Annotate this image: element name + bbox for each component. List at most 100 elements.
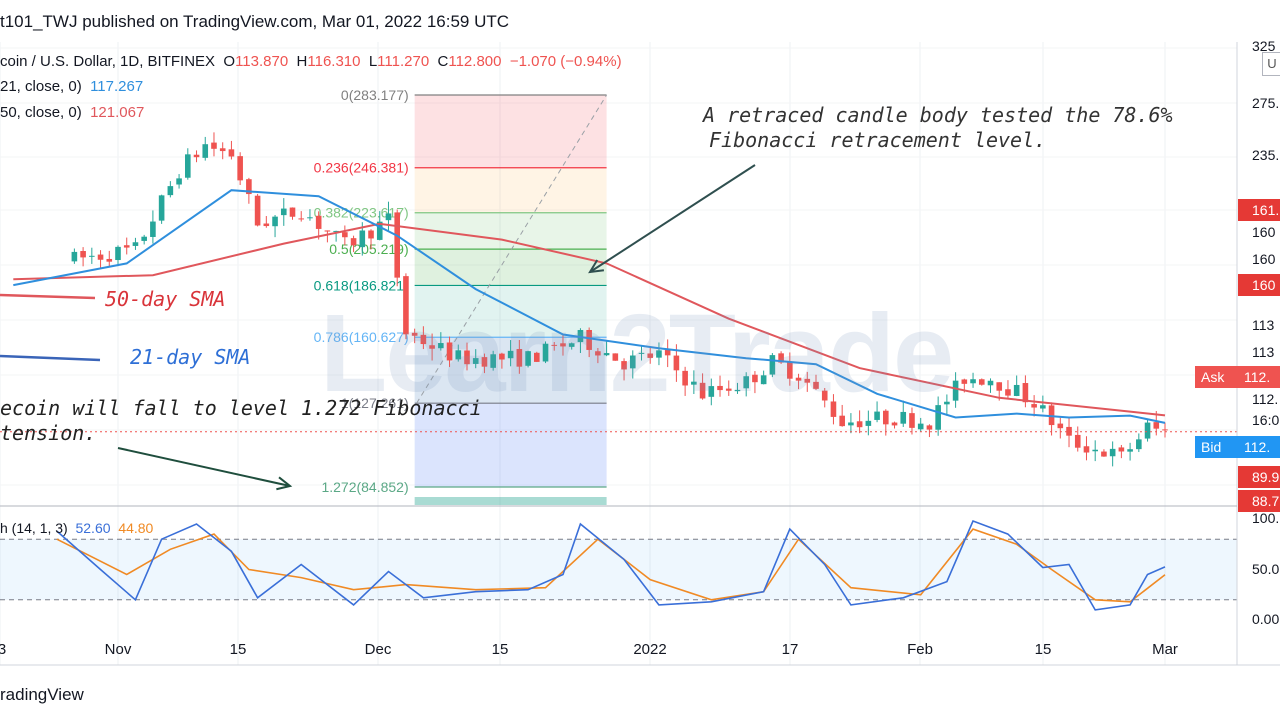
sma21-params: 21, close, 0) xyxy=(0,78,82,95)
candle-body xyxy=(167,186,174,196)
candle-body xyxy=(525,351,531,366)
candle-body xyxy=(158,195,165,221)
time-axis-label: 3 xyxy=(0,641,7,658)
time-axis-label: Feb xyxy=(907,641,933,658)
candle-body xyxy=(760,375,767,385)
candle-body xyxy=(778,353,784,363)
open-value: 113.870 xyxy=(235,53,289,70)
candle-body xyxy=(900,411,907,424)
arrow-to-786-head xyxy=(588,259,605,274)
sma50-value: 121.067 xyxy=(90,104,145,121)
fib-level-label: 0.382(223.617) xyxy=(314,205,409,221)
fib-level-label: 1(127.261) xyxy=(341,395,409,411)
watermark-logo: Learn2Trade xyxy=(320,292,954,415)
fib-level-label: 0.618(186.821) xyxy=(314,277,409,293)
candle-body xyxy=(1162,429,1168,431)
candle-body xyxy=(970,379,976,384)
bid-price-tag: 112. xyxy=(1238,436,1280,458)
candle-body xyxy=(1066,426,1072,436)
candle-body xyxy=(883,410,889,425)
candle-body xyxy=(603,353,610,356)
price-axis-label: 113 xyxy=(1252,317,1275,333)
candle-body xyxy=(560,343,566,347)
candle-body xyxy=(254,195,261,226)
fib-level-label: 0.5(205.219) xyxy=(329,241,408,257)
candle-body xyxy=(708,386,715,397)
scale-mode-button[interactable]: U xyxy=(1262,52,1280,76)
annotation-retrace-line1: A retraced candle body tested the 78.6% xyxy=(703,103,1173,127)
sma21-label: 21-day SMA xyxy=(130,345,251,369)
candle-body xyxy=(298,218,305,220)
change-value: −1.070 (−0.94%) xyxy=(509,53,622,70)
time-axis-label: 15 xyxy=(491,641,509,658)
sma21-line xyxy=(13,189,1166,424)
fib-bottom-band xyxy=(414,497,607,505)
candle-body xyxy=(952,380,959,401)
candle-body xyxy=(725,388,732,391)
candle-body xyxy=(804,378,811,383)
sma21-legend[interactable]: 21, close, 0) 117.267 xyxy=(0,78,143,95)
price-axis-label: 88.7 xyxy=(1238,490,1280,512)
candle-body xyxy=(307,217,313,219)
fib-zone xyxy=(414,212,607,250)
candle-body xyxy=(490,354,496,368)
candle-body xyxy=(743,376,749,389)
ask-tag: Ask xyxy=(1195,366,1241,388)
candle-body xyxy=(481,357,488,367)
symbol-name: coin / U.S. Dollar, 1D, BITFINEX xyxy=(0,53,216,70)
stoch-d-value: 44.80 xyxy=(118,520,154,536)
stoch-axis-label: 100. xyxy=(1252,510,1280,526)
candle-body xyxy=(123,245,130,248)
arrow-to-1272-head xyxy=(276,476,293,491)
sma50-legend[interactable]: 50, close, 0) 121.067 xyxy=(0,104,144,121)
candle-body xyxy=(202,144,209,158)
candle-body xyxy=(446,342,453,361)
sma21-key xyxy=(0,354,101,362)
candle-body xyxy=(1092,449,1098,452)
high-value: 116.310 xyxy=(307,53,361,70)
annotation-arrows xyxy=(117,164,756,491)
candle-body xyxy=(682,370,688,386)
price-axis-label: 160 xyxy=(1252,224,1276,240)
candle-body xyxy=(612,353,619,361)
candle-body xyxy=(193,154,200,158)
candle-body xyxy=(664,349,671,356)
annotation-retrace: A retraced candle body tested the 78.6% … xyxy=(703,103,1173,153)
candle-body xyxy=(996,382,1003,391)
candles xyxy=(71,132,1168,467)
annotation-retrace-line2: Fibonacci retracement level. xyxy=(709,128,1047,152)
candle-body xyxy=(1109,448,1116,457)
candle-body xyxy=(1127,449,1133,452)
moving-averages xyxy=(0,189,1237,433)
candle-body xyxy=(1136,439,1142,450)
candle-body xyxy=(185,154,191,178)
candle-body xyxy=(813,381,819,389)
candle-body xyxy=(1057,423,1064,429)
candle-body xyxy=(350,238,357,246)
candle-body xyxy=(420,334,427,345)
candle-body xyxy=(516,349,523,367)
candle-body xyxy=(629,355,636,369)
candle-body xyxy=(987,380,994,386)
symbol-legend[interactable]: coin / U.S. Dollar, 1D, BITFINEX O113.87… xyxy=(0,53,622,70)
stoch-axis-label: 0.00 xyxy=(1252,611,1280,627)
annotation-extension-line2: tension. xyxy=(0,421,97,445)
candle-body xyxy=(1022,383,1029,403)
stoch-band xyxy=(0,539,1237,600)
candle-body xyxy=(106,258,113,262)
stoch-legend[interactable]: h (14, 1, 3) 52.60 44.80 xyxy=(0,520,153,536)
fib-level-label: 1.272(84.852) xyxy=(321,479,408,495)
stoch-axis-label: 50.0 xyxy=(1252,561,1280,577)
time-axis-label: 2022 xyxy=(633,641,667,658)
tradingview-brand[interactable]: radingView xyxy=(0,685,84,704)
annotation-extension-line1: ecoin will fall to level 1.272 Fibonacci xyxy=(0,396,482,420)
candle-body xyxy=(1013,384,1020,396)
fib-zone xyxy=(414,403,607,487)
candle-body xyxy=(80,251,86,258)
candle-body xyxy=(839,415,845,427)
time-axis-label: Dec xyxy=(364,641,392,658)
high-label: H xyxy=(296,53,308,70)
candle-body xyxy=(917,423,924,430)
candle-body xyxy=(115,246,121,261)
